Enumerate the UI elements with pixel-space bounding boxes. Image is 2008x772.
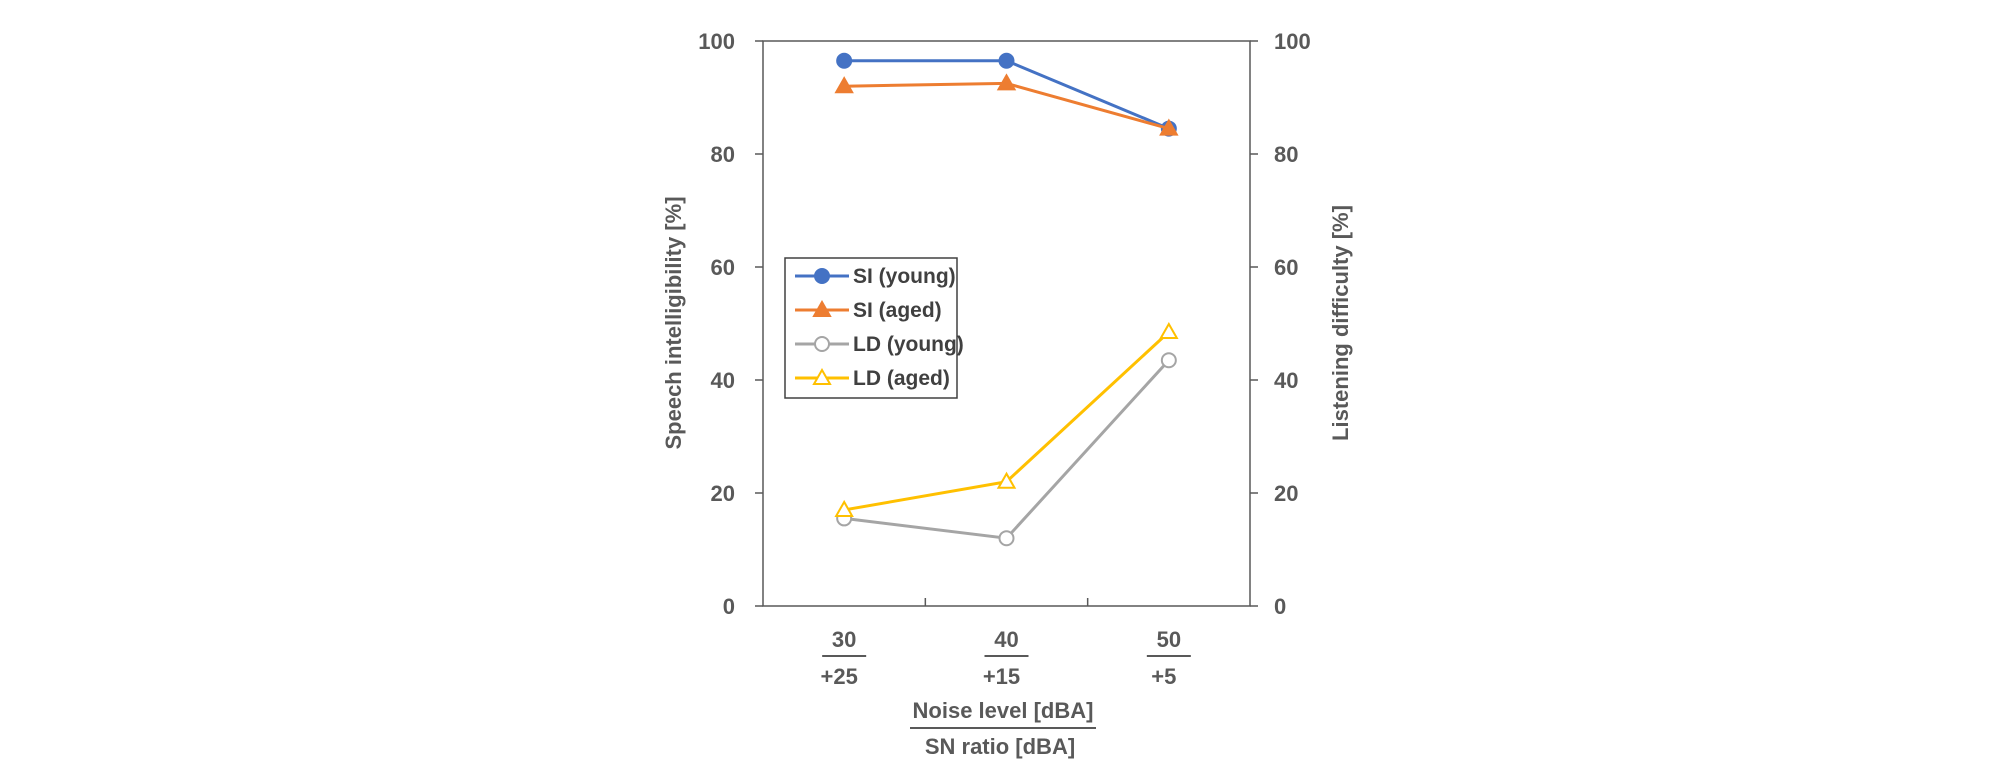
data-point	[834, 499, 854, 517]
data-point	[996, 471, 1017, 489]
series-ld-aged	[834, 321, 1179, 517]
data-point	[1159, 118, 1179, 136]
y-left-tick-label: 60	[711, 255, 735, 280]
plot-area	[762, 40, 1251, 607]
legend-label: SI (aged)	[853, 299, 942, 322]
y-axis-right-title: Listening difficulty [%]	[1328, 205, 1353, 441]
data-point	[998, 530, 1015, 547]
plot-frame	[762, 40, 1251, 607]
y-right-tick-label: 20	[1274, 481, 1298, 506]
legend-entry-ld-young: LD (young)	[795, 333, 964, 356]
x-axis-title-bottom: SN ratio [dBA]	[925, 734, 1075, 759]
y-right-tick-label: 40	[1274, 368, 1298, 393]
data-point	[1159, 321, 1179, 339]
data-point	[834, 76, 854, 94]
y-left-tick-label: 100	[698, 29, 735, 54]
y-right-tick-label: 100	[1274, 29, 1311, 54]
x-tick-label-sn: +25	[821, 664, 858, 689]
legend-entry-si-aged: SI (aged)	[795, 299, 942, 322]
y-left-tick-label: 0	[723, 594, 735, 619]
x-axis-title-top: Noise level [dBA]	[913, 698, 1094, 723]
x-tick-label-sn: +15	[983, 664, 1020, 689]
legend-marker	[812, 367, 832, 385]
data-point	[996, 73, 1017, 91]
legend: SI (young) SI (aged) LD (young) LD (aged)	[784, 257, 964, 399]
legend-label: LD (young)	[853, 333, 964, 356]
series-line	[844, 59, 1170, 130]
x-tick-label-noise: 40	[994, 627, 1018, 652]
legend-label: LD (aged)	[853, 367, 950, 390]
y-right-tick-label: 60	[1274, 255, 1298, 280]
y-left-tick-label: 20	[711, 481, 735, 506]
y-right-tick-label: 0	[1274, 594, 1286, 619]
series-si-young	[836, 52, 1177, 137]
legend-box	[784, 257, 958, 399]
axes: 0 0 20 20 40 40 60 60 80 80 100 100 30 +25 40 +15 50 +5	[698, 29, 1310, 689]
data-point	[1160, 352, 1177, 369]
x-tick-label-noise: 50	[1157, 627, 1181, 652]
legend-label: SI (young)	[853, 265, 956, 288]
y-left-tick-label: 80	[711, 142, 735, 167]
y-right-tick-label: 80	[1274, 142, 1298, 167]
legend-entry-ld-aged: LD (aged)	[795, 367, 950, 390]
data-point	[836, 52, 853, 69]
data-point	[998, 52, 1015, 69]
legend-marker	[814, 268, 830, 284]
y-axis-left-title: Speech intelligibility [%]	[661, 196, 686, 449]
x-tick-label-noise: 30	[832, 627, 856, 652]
series-group	[834, 52, 1179, 547]
legend-marker	[812, 299, 832, 317]
legend-marker	[814, 336, 830, 352]
y-left-tick-label: 40	[711, 368, 735, 393]
legend-entry-si-young: SI (young)	[795, 265, 956, 288]
x-tick-label-sn: +5	[1151, 664, 1176, 689]
series-si-aged	[834, 73, 1179, 136]
